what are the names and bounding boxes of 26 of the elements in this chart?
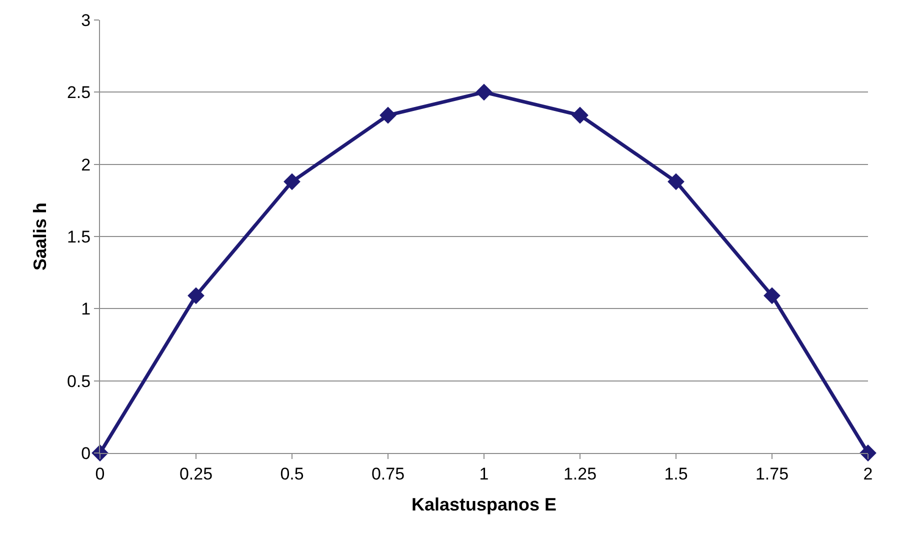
y-tick-label: 0 bbox=[81, 444, 91, 463]
x-tick-label: 2 bbox=[863, 464, 873, 484]
x-tick-label: 0.25 bbox=[179, 464, 213, 484]
x-tick-label: 0.75 bbox=[371, 464, 405, 484]
x-tick-label: 1.75 bbox=[755, 464, 789, 484]
x-tick-label: 1.25 bbox=[563, 464, 597, 484]
point bbox=[572, 106, 588, 124]
point bbox=[860, 444, 876, 462]
point bbox=[476, 84, 492, 101]
point bbox=[764, 287, 780, 304]
point bbox=[188, 287, 204, 304]
y-tick-label: 1 bbox=[81, 300, 91, 319]
y-tick-label: 2.5 bbox=[66, 83, 91, 102]
point bbox=[380, 106, 396, 124]
x-tick-label: 0.5 bbox=[280, 464, 304, 484]
y-tick-label: 0.5 bbox=[66, 372, 91, 391]
x-axis-title: Kalastuspanos E bbox=[411, 494, 557, 514]
y-tick-label: 2 bbox=[81, 155, 91, 174]
x-tick-label: 1.5 bbox=[664, 464, 688, 484]
x-tick-label: 1 bbox=[479, 464, 489, 484]
point bbox=[668, 173, 684, 190]
point bbox=[284, 173, 300, 190]
y-axis-title: Saalis h bbox=[30, 202, 50, 271]
x-tick-label: 0 bbox=[95, 464, 105, 484]
y-tick-label: 3 bbox=[81, 10, 91, 30]
y-tick-label: 1.5 bbox=[66, 227, 91, 246]
